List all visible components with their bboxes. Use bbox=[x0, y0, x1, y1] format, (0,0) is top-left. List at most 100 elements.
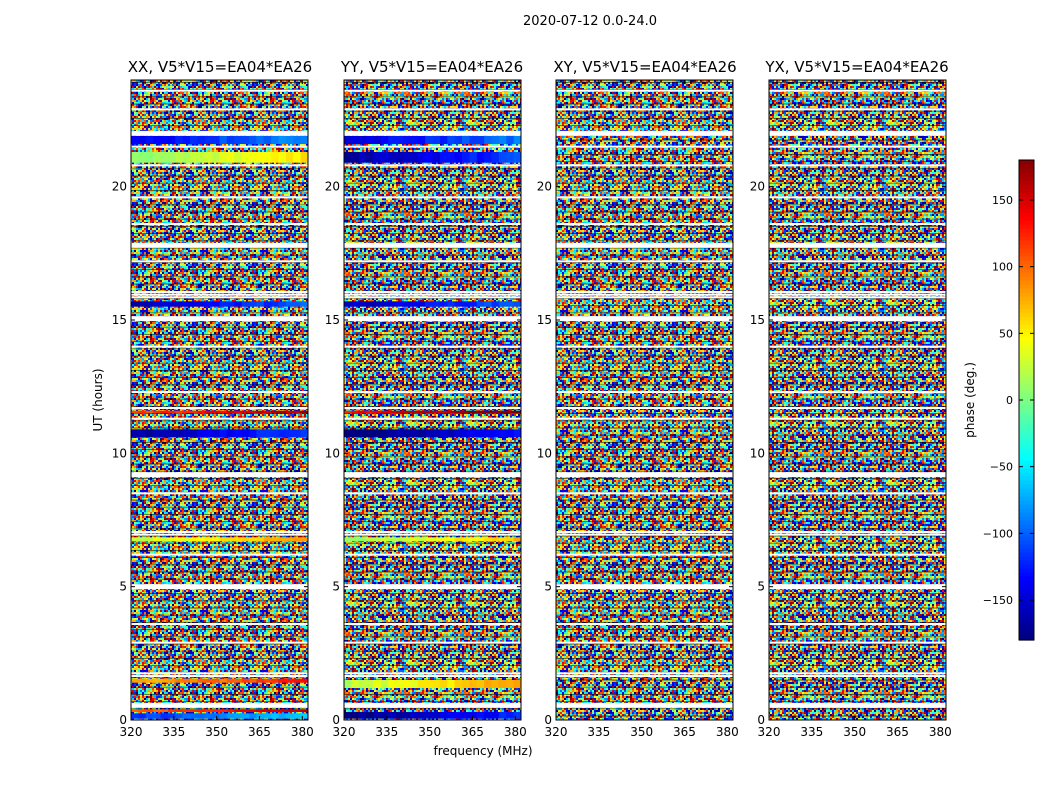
flagged-gap bbox=[556, 130, 733, 136]
phase-band bbox=[476, 712, 485, 719]
phase-band bbox=[197, 301, 206, 307]
colorbar-segment bbox=[1019, 544, 1034, 549]
phase-band bbox=[513, 537, 522, 542]
flagged-gap bbox=[769, 623, 946, 625]
phase-band bbox=[366, 429, 374, 438]
colorbar-segment bbox=[1019, 344, 1034, 349]
colorbar-segment bbox=[1019, 412, 1034, 417]
colorbar-segment bbox=[1019, 240, 1034, 245]
phase-band bbox=[263, 678, 272, 683]
panel-frame bbox=[768, 79, 947, 721]
phase-band bbox=[234, 152, 243, 163]
phase-band bbox=[160, 537, 169, 542]
y-axis-label: UT (hours) bbox=[91, 368, 105, 432]
colorbar-segment bbox=[1019, 380, 1034, 385]
phase-band bbox=[498, 712, 507, 719]
phase-band bbox=[403, 537, 411, 542]
colorbar-segment bbox=[1019, 632, 1034, 637]
phase-band bbox=[358, 680, 367, 688]
x-tick-label: 380 bbox=[929, 725, 952, 739]
phase-band bbox=[256, 678, 265, 683]
phase-band bbox=[234, 136, 243, 144]
flagged-gap bbox=[131, 164, 308, 167]
colorbar-segment bbox=[1019, 608, 1034, 613]
phase-band bbox=[403, 410, 411, 414]
phase-band bbox=[145, 429, 154, 438]
phase-band bbox=[300, 678, 309, 683]
phase-band bbox=[182, 709, 191, 712]
flagged-gap bbox=[556, 672, 733, 675]
colorbar-segment bbox=[1019, 204, 1034, 209]
y-tick-label: 5 bbox=[544, 580, 552, 594]
phase-band bbox=[388, 537, 397, 542]
phase-band bbox=[204, 410, 213, 414]
phase-band bbox=[344, 410, 352, 414]
flagged-gap bbox=[769, 492, 946, 495]
flagged-gap bbox=[131, 417, 308, 420]
phase-band bbox=[190, 709, 198, 712]
colorbar-segment bbox=[1019, 356, 1034, 361]
flagged-gap bbox=[131, 145, 308, 148]
flagged-gap bbox=[131, 130, 308, 136]
phase-band bbox=[160, 410, 169, 414]
phase-band bbox=[462, 410, 470, 414]
phase-band bbox=[241, 136, 250, 144]
phase-band bbox=[249, 136, 257, 144]
figure-title: 2020-07-12 0.0-24.0 bbox=[523, 14, 657, 29]
phase-band bbox=[491, 680, 500, 688]
colorbar-segment bbox=[1019, 536, 1034, 541]
y-tick-label: 10 bbox=[537, 446, 552, 460]
colorbar-segment bbox=[1019, 196, 1034, 201]
phase-band bbox=[403, 136, 411, 144]
flagged-gap bbox=[344, 223, 521, 225]
phase-band bbox=[425, 410, 433, 414]
phase-band bbox=[491, 152, 500, 163]
colorbar-segment bbox=[1019, 296, 1034, 301]
phase-band bbox=[484, 410, 492, 414]
flagged-gap bbox=[769, 196, 946, 199]
flagged-gap bbox=[556, 584, 733, 590]
phase-band bbox=[256, 709, 265, 712]
phase-band bbox=[373, 429, 382, 438]
colorbar-segment bbox=[1019, 480, 1034, 485]
phase-band bbox=[249, 152, 257, 163]
colorbar-segment bbox=[1019, 572, 1034, 577]
phase-band bbox=[469, 301, 478, 307]
colorbar-segment bbox=[1019, 552, 1034, 557]
phase-band bbox=[212, 152, 220, 163]
phase-band bbox=[410, 537, 419, 542]
phase-band bbox=[153, 429, 161, 438]
phase-band bbox=[278, 429, 287, 438]
flagged-gap bbox=[769, 391, 946, 393]
phase-band bbox=[380, 537, 389, 542]
colorbar-segment bbox=[1019, 360, 1034, 365]
phase-band bbox=[425, 429, 433, 438]
phase-band bbox=[175, 537, 184, 542]
phase-band bbox=[293, 301, 302, 307]
phase-band bbox=[454, 152, 463, 163]
phase-band bbox=[190, 301, 198, 307]
phase-band bbox=[403, 301, 411, 307]
flagged-gap bbox=[769, 641, 946, 644]
colorbar-segment bbox=[1019, 364, 1034, 369]
colorbar-segment bbox=[1019, 620, 1034, 625]
phase-band bbox=[373, 301, 382, 307]
panel-yx: 320 335 350 365 380 0 5 10 15 20 bbox=[750, 79, 952, 739]
colorbar-segment bbox=[1019, 280, 1034, 285]
phase-band bbox=[454, 537, 463, 542]
phase-band bbox=[462, 301, 470, 307]
phase-band bbox=[351, 136, 360, 144]
flagged-gap bbox=[344, 492, 521, 495]
phase-band bbox=[417, 680, 426, 688]
phase-band bbox=[263, 709, 272, 712]
phase-band bbox=[197, 410, 206, 414]
x-axis-label: frequency (MHz) bbox=[433, 744, 533, 758]
flagged-gap bbox=[344, 675, 521, 677]
phase-band bbox=[160, 152, 169, 163]
phase-band bbox=[344, 680, 352, 688]
phase-band bbox=[395, 712, 404, 719]
colorbar-segment bbox=[1019, 368, 1034, 373]
phase-band bbox=[380, 429, 389, 438]
colorbar-segment bbox=[1019, 308, 1034, 313]
flagged-gap bbox=[131, 623, 308, 625]
